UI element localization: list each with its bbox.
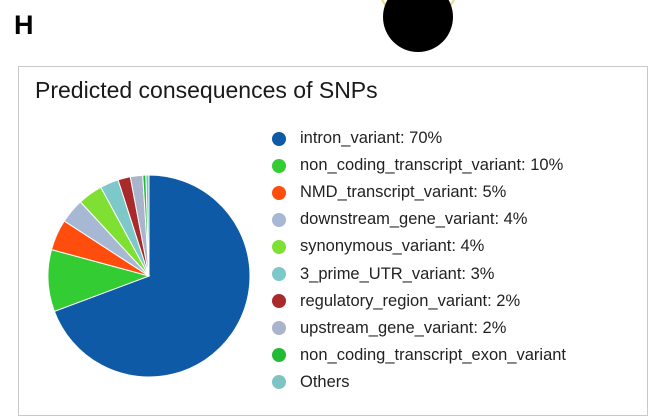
top-decoration: [376, 0, 466, 61]
panel-label: H: [14, 10, 34, 40]
legend-color-dot: [272, 294, 286, 309]
legend-label: downstream_gene_variant: 4%: [300, 210, 528, 229]
legend-item: upstream_gene_variant: 2%: [272, 315, 566, 342]
legend-label: non_coding_transcript_variant: 10%: [300, 156, 564, 175]
legend-color-dot: [272, 239, 286, 254]
legend-item: non_coding_transcript_exon_variant: [272, 342, 566, 369]
legend-item: NMD_transcript_variant: 5%: [272, 179, 566, 206]
legend-label: Others: [300, 372, 350, 391]
pie-slice-others: [145, 174, 150, 277]
legend-label: non_coding_transcript_exon_variant: [300, 345, 567, 364]
legend-label: intron_variant: 70%: [300, 129, 443, 148]
legend-color-dot: [272, 131, 286, 146]
legend-item: synonymous_variant: 4%: [272, 233, 566, 260]
legend-color-dot: [272, 348, 286, 363]
legend-color-dot: [272, 375, 286, 390]
legend-color-dot: [272, 267, 286, 282]
legend-label: synonymous_variant: 4%: [300, 237, 485, 256]
legend-item: intron_variant: 70%: [272, 125, 566, 152]
pie-chart-panel: Predicted consequences of SNPs intron_va…: [18, 66, 648, 416]
legend-label: 3_prime_UTR_variant: 3%: [300, 264, 495, 283]
legend-item: downstream_gene_variant: 4%: [272, 206, 566, 233]
legend-item: regulatory_region_variant: 2%: [272, 288, 566, 315]
legend-color-dot: [272, 158, 286, 173]
legend-label: NMD_transcript_variant: 5%: [300, 183, 507, 202]
pie-chart: [47, 174, 251, 378]
legend-label: regulatory_region_variant: 2%: [300, 291, 521, 310]
legend-color-dot: [272, 212, 286, 227]
chart-legend: intron_variant: 70% non_coding_transcript…: [272, 125, 566, 396]
pie-slice-intron-variant: [53, 174, 251, 378]
chart-title: Predicted consequences of SNPs: [35, 77, 378, 103]
legend-label: upstream_gene_variant: 2%: [300, 318, 507, 337]
legend-item: non_coding_transcript_variant: 10%: [272, 152, 566, 179]
legend-color-dot: [272, 321, 286, 336]
legend-color-dot: [272, 185, 286, 200]
black-circle-icon: [381, 0, 455, 52]
legend-item: 3_prime_UTR_variant: 3%: [272, 260, 566, 287]
legend-item: Others: [272, 369, 566, 396]
